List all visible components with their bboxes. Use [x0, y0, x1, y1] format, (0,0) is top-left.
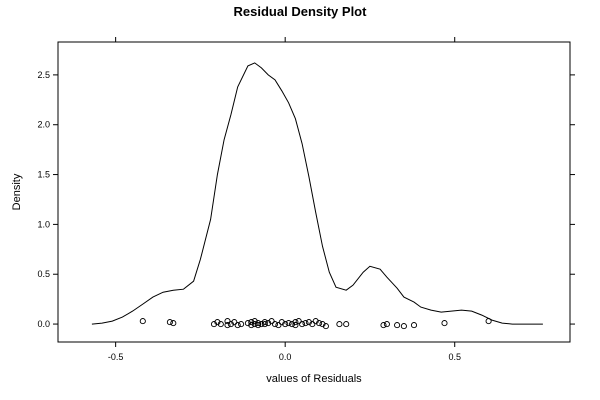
- chart-title: Residual Density Plot: [234, 4, 368, 19]
- residual-point: [292, 322, 299, 329]
- plot-frame: [57, 41, 571, 343]
- residual-point: [268, 318, 275, 325]
- y-axis-label: Density: [11, 173, 23, 210]
- residual-point: [251, 321, 258, 328]
- residual-point: [234, 322, 241, 329]
- residual-point: [400, 323, 407, 330]
- residual-point: [383, 321, 390, 328]
- residual-point: [224, 322, 231, 329]
- residual-point: [210, 321, 218, 328]
- y-tick-label: 1.0: [37, 219, 50, 229]
- y-tick-label: 0.5: [37, 269, 50, 279]
- residual-point: [278, 319, 285, 326]
- residual-point: [170, 320, 177, 327]
- x-tick-label: 0.0: [279, 352, 292, 362]
- residual-point: [288, 321, 296, 328]
- y-tick-label: 2.5: [37, 70, 50, 80]
- residual-point: [231, 319, 238, 326]
- residual-point: [248, 322, 255, 329]
- residual-point: [214, 319, 221, 326]
- y-tick-label: 0.0: [37, 319, 50, 329]
- residual-point: [319, 321, 326, 328]
- residual-point: [305, 319, 312, 326]
- residual-point: [336, 321, 343, 328]
- residual-point: [255, 320, 262, 327]
- x-axis-label: values of Residuals: [266, 373, 362, 385]
- residual-point: [410, 322, 418, 329]
- residual-point: [255, 322, 262, 329]
- residual-point: [343, 321, 350, 328]
- residual-point: [271, 321, 279, 328]
- residual-point: [380, 322, 387, 329]
- x-tick-label: -0.5: [108, 352, 124, 362]
- residual-point: [302, 320, 309, 327]
- residual-point: [285, 320, 292, 327]
- residual-point: [441, 320, 448, 327]
- residual-point: [292, 319, 299, 326]
- residual-point: [166, 319, 173, 326]
- residual-point: [282, 321, 289, 328]
- residual-point: [299, 321, 306, 328]
- axes: -0.5 0.0 0.5 0.0 0.5 1.0 1.5 2.0 2.5: [37, 37, 575, 362]
- density-curve: [91, 62, 543, 325]
- x-tick-label: 0.5: [448, 352, 461, 362]
- residual-point: [258, 321, 265, 328]
- residual-point: [485, 318, 492, 325]
- residual-point: [394, 322, 401, 329]
- residual-point: [248, 319, 255, 326]
- residual-point: [251, 318, 258, 325]
- residual-point: [238, 321, 245, 328]
- residual-point: [224, 318, 231, 325]
- residual-point: [265, 320, 272, 327]
- y-tick-label: 1.5: [37, 170, 50, 180]
- y-tick-label: 2.0: [37, 120, 50, 130]
- residual-point: [261, 319, 268, 326]
- residual-point: [217, 321, 224, 328]
- residual-point: [322, 323, 329, 330]
- residual-point: [275, 322, 282, 329]
- plot-area: [91, 62, 543, 330]
- residual-point: [227, 321, 234, 328]
- residual-point: [312, 318, 319, 325]
- residual-point: [244, 320, 251, 327]
- residual-point: [295, 318, 302, 325]
- residual-point: [261, 321, 268, 328]
- residual-point: [139, 318, 146, 325]
- residual-point: [309, 321, 316, 328]
- residual-point: [316, 320, 323, 327]
